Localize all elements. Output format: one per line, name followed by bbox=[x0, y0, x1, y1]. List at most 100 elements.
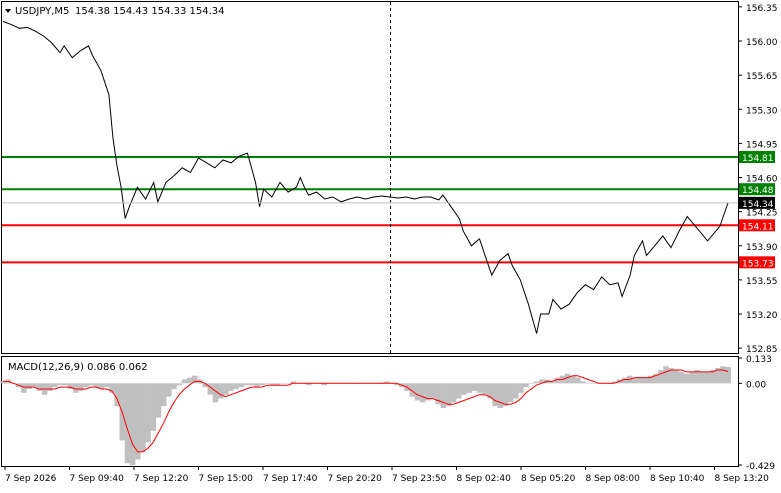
macd-tick-label: 0.133 bbox=[746, 355, 772, 365]
macd-bar bbox=[0, 381, 6, 384]
macd-bar bbox=[621, 377, 628, 384]
price-tick-label: 156.00 bbox=[746, 38, 778, 48]
macd-bar bbox=[228, 383, 234, 391]
macd-bar bbox=[663, 366, 669, 384]
macd-bar bbox=[632, 377, 638, 384]
level-tag-label: 154.81 bbox=[742, 154, 774, 164]
macd-bar bbox=[31, 383, 37, 388]
macd-bar bbox=[683, 373, 690, 384]
macd-bar bbox=[440, 383, 447, 409]
macd-bar bbox=[140, 383, 146, 452]
macd-bar bbox=[269, 383, 276, 386]
macd-bar bbox=[435, 383, 441, 405]
macd-bar bbox=[160, 383, 167, 407]
macd-bar bbox=[699, 371, 705, 384]
macd-axis: 0.133 0.00 -0.429 bbox=[738, 355, 775, 472]
macd-bar bbox=[98, 383, 105, 390]
macd-bar bbox=[57, 383, 63, 386]
macd-bar bbox=[414, 383, 421, 401]
symbol-label: USDJPY,M5 bbox=[15, 6, 69, 17]
macd-bar bbox=[523, 383, 529, 388]
macd-bar bbox=[554, 377, 560, 384]
price-tick-label: 154.95 bbox=[746, 140, 778, 150]
macd-bar bbox=[383, 381, 390, 384]
macd-bar bbox=[36, 383, 43, 391]
time-tick-label: 7 Sep 15:00 bbox=[199, 474, 254, 484]
macd-bar bbox=[135, 383, 141, 460]
macd-bar bbox=[259, 383, 265, 386]
macd-bar bbox=[673, 369, 680, 384]
macd-bar bbox=[575, 377, 581, 384]
macd-title: MACD(12,26,9) 0.086 0.062 bbox=[8, 362, 148, 373]
macd-bar bbox=[176, 383, 182, 386]
macd-bar bbox=[507, 383, 514, 403]
macd-bar bbox=[528, 383, 535, 384]
macd-bar bbox=[704, 371, 711, 384]
price-tick-label: 153.90 bbox=[746, 243, 778, 253]
time-tick-label: 8 Sep 08:00 bbox=[586, 474, 641, 484]
macd-bar bbox=[419, 383, 426, 403]
macd-bar bbox=[114, 383, 120, 407]
macd-bar bbox=[290, 381, 296, 384]
time-tick-label: 7 Sep 2026 bbox=[5, 474, 57, 484]
macd-bar bbox=[642, 377, 649, 384]
price-tick-label: 153.55 bbox=[746, 277, 778, 287]
macd-bar bbox=[243, 383, 250, 386]
macd-bar bbox=[192, 375, 198, 384]
macd-bar bbox=[678, 371, 685, 384]
macd-bar bbox=[166, 383, 172, 397]
macd-bar bbox=[658, 369, 664, 384]
level-tag-label: 154.48 bbox=[742, 186, 774, 196]
macd-bar bbox=[709, 369, 716, 384]
current-price-tag: 154.34 bbox=[2, 196, 775, 210]
chevron-down-icon[interactable] bbox=[5, 9, 11, 13]
macd-bar bbox=[238, 383, 245, 388]
price-tick-label: 154.25 bbox=[746, 209, 778, 219]
macd-bar bbox=[93, 383, 100, 388]
macd-bar bbox=[217, 383, 224, 399]
macd-bar bbox=[88, 383, 94, 386]
macd-bar bbox=[533, 381, 540, 384]
level-tag-box bbox=[739, 183, 775, 196]
macd-bar bbox=[212, 383, 219, 403]
macd-tick-label: 0.00 bbox=[746, 380, 766, 390]
time-tick-label: 8 Sep 02:40 bbox=[457, 474, 512, 484]
macd-bar bbox=[233, 383, 239, 390]
time-tick-label: 8 Sep 10:40 bbox=[650, 474, 705, 484]
macd-bar bbox=[425, 383, 431, 401]
macd-bar bbox=[150, 383, 157, 431]
macd-bar bbox=[564, 373, 571, 384]
macd-histogram bbox=[0, 366, 731, 466]
macd-bar bbox=[482, 383, 488, 395]
macd-bar bbox=[78, 383, 84, 391]
macd-bar bbox=[694, 369, 700, 384]
macd-bar bbox=[248, 383, 255, 386]
macd-bar bbox=[285, 383, 291, 384]
level-lines bbox=[2, 156, 738, 264]
macd-bar bbox=[430, 383, 436, 399]
price-line bbox=[2, 21, 729, 334]
macd-bar bbox=[580, 381, 586, 384]
macd-bar bbox=[466, 383, 472, 393]
signal-line bbox=[3, 369, 729, 453]
macd-bar bbox=[202, 383, 208, 388]
macd-bar bbox=[497, 383, 504, 409]
macd-bar bbox=[21, 383, 27, 393]
macd-bar bbox=[518, 383, 524, 393]
macd-bar bbox=[47, 383, 53, 391]
macd-bar bbox=[124, 383, 131, 464]
macd-bar bbox=[264, 383, 270, 384]
price-series bbox=[2, 21, 729, 334]
macd-bar bbox=[538, 379, 545, 384]
macd-bar bbox=[321, 383, 327, 386]
time-axis: 7 Sep 2026 7 Sep 09:40 7 Sep 12:20 7 Sep 15… bbox=[4, 466, 769, 484]
macd-bar bbox=[471, 383, 478, 391]
price-tick-label: 154.60 bbox=[746, 175, 778, 185]
macd-bar bbox=[129, 383, 136, 466]
price-tick-label: 155.30 bbox=[746, 106, 778, 116]
macd-bar bbox=[254, 383, 260, 388]
macd-bar bbox=[409, 383, 415, 397]
macd-bar bbox=[280, 383, 286, 384]
macd-bar bbox=[590, 383, 597, 384]
